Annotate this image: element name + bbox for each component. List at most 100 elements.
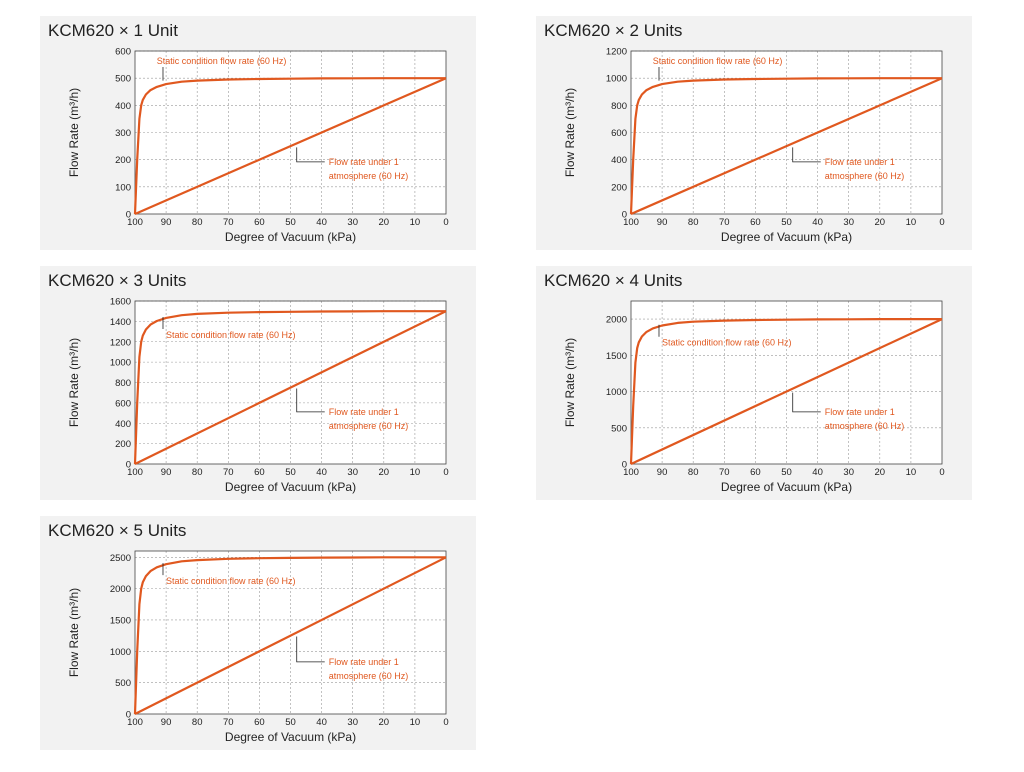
- x-tick-label: 70: [223, 717, 234, 728]
- x-tick-label: 80: [688, 217, 699, 228]
- y-tick-label: 800: [611, 101, 627, 112]
- x-tick-label: 0: [939, 217, 944, 228]
- plot-frame: [134, 550, 447, 715]
- y-axis-label: Flow Rate (m³/h): [67, 338, 81, 427]
- y-tick-label: 1000: [606, 387, 627, 398]
- x-tick-label: 40: [316, 717, 327, 728]
- x-tick-label: 100: [127, 717, 143, 728]
- x-tick-label: 50: [285, 467, 296, 478]
- x-tick-label: 40: [812, 467, 823, 478]
- y-axis-label: Flow Rate (m³/h): [563, 88, 577, 177]
- annotation-leader: [296, 388, 325, 413]
- plot-frame: [630, 300, 943, 465]
- y-tick-label: 500: [115, 678, 131, 689]
- x-tick-label: 90: [161, 217, 172, 228]
- y-tick-label: 200: [115, 439, 131, 450]
- x-tick-label: 80: [192, 217, 203, 228]
- y-tick-label: 1000: [110, 358, 131, 369]
- y-tick-label: 0: [126, 210, 131, 221]
- y-tick-label: 1600: [110, 297, 131, 308]
- annotation-atmospheric-flow: atmosphere (60 Hz): [329, 671, 409, 681]
- x-tick-label: 30: [843, 217, 854, 228]
- x-tick-label: 10: [906, 217, 917, 228]
- annotation-leader: [792, 147, 821, 163]
- x-tick-label: 0: [443, 217, 448, 228]
- chart-svg: 100 90 80 70 60 50 40 30 20 10 0010020030040050060…: [67, 47, 449, 245]
- y-tick-label: 2000: [606, 315, 627, 326]
- x-tick-label: 70: [719, 467, 730, 478]
- chart-title: KCM620 × 5 Units: [48, 521, 187, 540]
- x-tick-label: 80: [192, 467, 203, 478]
- annotation-leader: [296, 636, 325, 663]
- x-tick-label: 30: [347, 717, 358, 728]
- series-line: [133, 77, 446, 215]
- chart-title: KCM620 × 4 Units: [544, 271, 683, 290]
- y-tick-label: 0: [126, 460, 131, 471]
- x-tick-label: 50: [781, 467, 792, 478]
- x-tick-label: 70: [223, 217, 234, 228]
- series-line: [133, 310, 446, 465]
- x-tick-label: 30: [843, 467, 854, 478]
- x-tick-label: 0: [939, 467, 944, 478]
- x-tick-label: 60: [254, 467, 265, 478]
- chart-title: KCM620 × 2 Units: [544, 21, 683, 40]
- x-tick-label: 20: [875, 217, 886, 228]
- y-tick-label: 200: [115, 155, 131, 166]
- y-tick-label: 100: [115, 182, 131, 193]
- y-tick-label: 400: [115, 101, 131, 112]
- y-tick-label: 1000: [606, 74, 627, 85]
- y-tick-label: 200: [611, 182, 627, 193]
- x-axis-label: Degree of Vacuum (kPa): [225, 730, 356, 744]
- y-axis-label: Flow Rate (m³/h): [67, 588, 81, 677]
- x-tick-label: 80: [688, 467, 699, 478]
- y-tick-label: 1000: [110, 647, 131, 658]
- annotation-static-flow: Static condition flow rate (60 Hz): [653, 56, 783, 66]
- chart-panel-2-units: KCM620 × 2 Units 100 90 80 70 60 50 40 30 20 10 0 0…: [536, 16, 972, 250]
- x-tick-label: 50: [781, 217, 792, 228]
- chart-panel-4-units: KCM620 × 4 Units 100 90 80 70 60 50 40 30 20 10 0 0…: [536, 266, 972, 500]
- x-tick-label: 0: [443, 467, 448, 478]
- x-tick-label: 80: [192, 717, 203, 728]
- x-tick-label: 10: [410, 217, 421, 228]
- annotation-leader: [296, 147, 325, 163]
- y-axis-label: Flow Rate (m³/h): [563, 338, 577, 427]
- x-tick-label: 60: [750, 217, 761, 228]
- annotation-atmospheric-flow: atmosphere (60 Hz): [825, 421, 905, 431]
- x-tick-label: 100: [623, 467, 639, 478]
- annotation-atmospheric-flow: Flow rate under 1: [329, 157, 399, 167]
- x-axis-label: Degree of Vacuum (kPa): [225, 230, 356, 244]
- annotation-atmospheric-flow: atmosphere (60 Hz): [329, 421, 409, 431]
- y-tick-label: 0: [622, 460, 627, 471]
- plot-frame: [630, 50, 943, 215]
- y-tick-label: 600: [611, 128, 627, 139]
- y-tick-label: 300: [115, 128, 131, 139]
- y-tick-label: 1200: [110, 337, 131, 348]
- chart-title: KCM620 × 1 Unit: [48, 21, 178, 40]
- y-tick-label: 500: [611, 423, 627, 434]
- y-tick-label: 0: [126, 710, 131, 721]
- x-tick-label: 40: [316, 467, 327, 478]
- annotation-static-flow: Static condition flow rate (60 Hz): [662, 338, 792, 348]
- chart-svg: 100 90 80 70 60 50 40 30 20 10 0020040060080010001…: [67, 297, 449, 495]
- x-tick-label: 40: [812, 217, 823, 228]
- series-line: [133, 556, 446, 715]
- y-tick-label: 400: [115, 419, 131, 430]
- x-tick-label: 10: [410, 717, 421, 728]
- annotation-atmospheric-flow: atmosphere (60 Hz): [329, 171, 409, 181]
- series-line: [134, 310, 447, 465]
- x-tick-label: 90: [657, 217, 668, 228]
- x-tick-label: 50: [285, 717, 296, 728]
- x-axis-label: Degree of Vacuum (kPa): [225, 480, 356, 494]
- x-tick-label: 40: [316, 217, 327, 228]
- x-tick-label: 70: [223, 467, 234, 478]
- x-tick-label: 30: [347, 467, 358, 478]
- y-tick-label: 800: [115, 378, 131, 389]
- chart-panel-5-units: KCM620 × 5 Units 100 90 80 70 60 50 40 30 20 10 0 0…: [40, 516, 476, 750]
- x-tick-label: 90: [161, 717, 172, 728]
- chart-panel-1-unit: KCM620 × 1 Unit 100 90 80 70 60 50 40 30 20 10 0 0 1…: [40, 16, 476, 250]
- x-tick-label: 90: [161, 467, 172, 478]
- chart-title: KCM620 × 3 Units: [48, 271, 187, 290]
- x-tick-label: 0: [443, 717, 448, 728]
- y-tick-label: 1500: [606, 351, 627, 362]
- chart-svg: 100 90 80 70 60 50 40 30 20 10 0020040060080010001…: [563, 47, 945, 245]
